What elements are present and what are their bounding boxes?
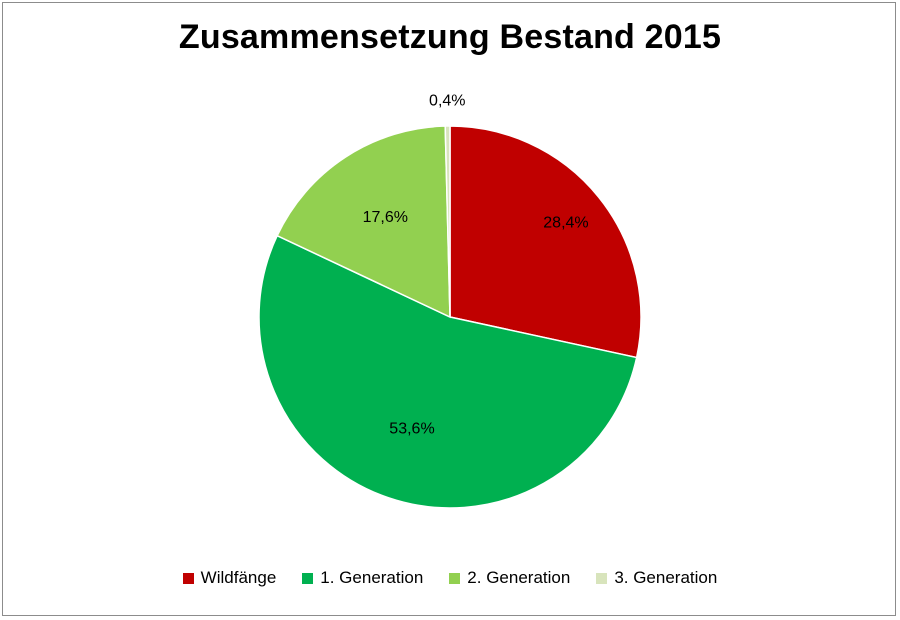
legend-swatch [182,572,194,584]
data-label-1: 28,4% [543,215,588,232]
legend-item-4: 3. Generation [596,568,717,588]
pie-slice-1 [449,125,642,359]
legend-label: 1. Generation [320,568,424,587]
legend-swatch [302,572,314,584]
data-label-4: 0,4% [429,92,465,109]
chart-title: Zusammensetzung Bestand 2015 [178,18,722,56]
legend-swatch [596,572,608,584]
legend-label: Wildfänge [200,568,277,587]
legend-swatch [449,572,461,584]
pie-slice-2 [258,234,638,509]
legend-item-2: 1. Generation [302,568,423,588]
legend-item-3: 2. Generation [449,568,570,588]
legend-item-1: Wildfänge [182,568,277,588]
legend-label: 2. Generation [467,568,571,587]
pie-slice-4 [444,125,451,318]
legend-label: 3. Generation [614,568,718,587]
pie-slice-3 [276,125,451,319]
data-label-3: 17,6% [363,209,408,226]
legend: Wildfänge 1. Generation 2. Generation 3. Ge… [0,568,900,588]
data-label-2: 53,6% [389,420,434,437]
